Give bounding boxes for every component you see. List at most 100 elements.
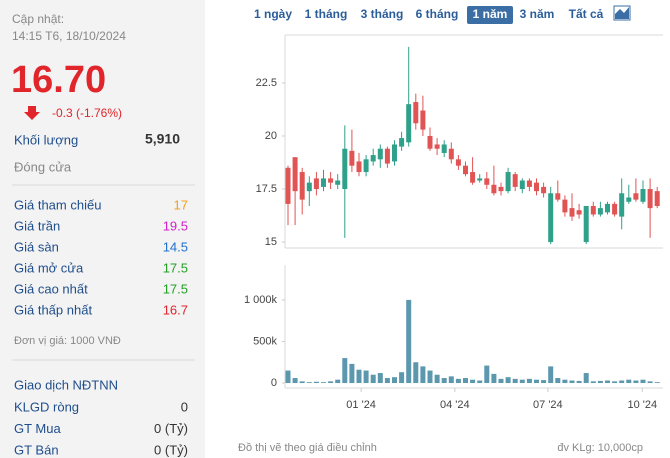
volume-bar bbox=[605, 380, 610, 384]
last-price: 16.70 bbox=[11, 59, 106, 101]
candle-body bbox=[413, 102, 419, 124]
row-label: Giá mở cửa bbox=[14, 260, 84, 275]
candle-body bbox=[370, 155, 376, 162]
volume-bar bbox=[349, 363, 355, 384]
candle-body bbox=[597, 208, 603, 215]
tab[interactable]: 6 tháng bbox=[416, 7, 459, 21]
candle-body bbox=[328, 178, 334, 183]
volume-bar bbox=[590, 381, 596, 384]
candle-body bbox=[363, 159, 369, 173]
volume-bar bbox=[427, 370, 433, 384]
tab[interactable]: 3 tháng bbox=[361, 7, 404, 21]
candle-body bbox=[498, 186, 504, 192]
volume-bar bbox=[654, 382, 660, 384]
volume-bar bbox=[399, 372, 405, 384]
x-tick-label: 07 '24 bbox=[533, 399, 563, 411]
row-value: 17 bbox=[174, 197, 188, 212]
volume-bar bbox=[491, 373, 497, 384]
row-value: 17.5 bbox=[163, 281, 188, 296]
volume-bar bbox=[569, 380, 575, 384]
y-tick-label: 20 bbox=[265, 130, 277, 142]
candle-body bbox=[519, 180, 525, 190]
y-tick-label: 500k bbox=[253, 335, 277, 347]
volume-label: Khối lượng bbox=[14, 132, 78, 147]
volume-bar bbox=[413, 362, 419, 384]
y-tick-label: 1 000k bbox=[244, 294, 278, 306]
volume-bar bbox=[313, 381, 319, 384]
volume-bar bbox=[562, 379, 568, 384]
volume-bar bbox=[470, 379, 476, 384]
tab[interactable]: 1 năm bbox=[473, 7, 508, 21]
updated-label: Cập nhật: bbox=[12, 12, 64, 26]
status: Đóng cửa bbox=[14, 159, 72, 174]
candle-body bbox=[455, 159, 461, 166]
volume-bar bbox=[583, 373, 589, 384]
candle-body bbox=[335, 180, 341, 185]
y-tick-label: 0 bbox=[271, 377, 277, 389]
volume-bar bbox=[619, 380, 625, 384]
volume-bar bbox=[292, 378, 298, 384]
candle-body bbox=[427, 135, 433, 149]
volume-bar bbox=[463, 378, 468, 384]
candle-body bbox=[512, 174, 518, 187]
y-tick-label: 22.5 bbox=[256, 77, 277, 89]
candle-body bbox=[633, 193, 639, 200]
row-value: 14.5 bbox=[163, 239, 188, 254]
x-tick-label: 04 '24 bbox=[440, 399, 470, 411]
candle-body bbox=[477, 178, 483, 181]
volume-bar bbox=[633, 380, 639, 384]
candle-body bbox=[448, 148, 454, 160]
volume-bar bbox=[519, 379, 525, 384]
candle-body bbox=[406, 104, 412, 143]
row-value: 17.5 bbox=[163, 260, 188, 275]
tab[interactable]: 3 năm bbox=[520, 7, 555, 21]
volume-bar bbox=[640, 379, 646, 384]
row-value: 0 (Tỷ) bbox=[154, 442, 188, 457]
volume-bar bbox=[321, 382, 326, 384]
volume-bar bbox=[342, 358, 348, 384]
footnote: Đồ thị vẽ theo giá điều chỉnh bbox=[238, 442, 377, 454]
candle-body bbox=[392, 144, 397, 162]
volume-bar bbox=[384, 378, 390, 384]
candle-body bbox=[434, 144, 440, 149]
candle-body bbox=[534, 182, 539, 192]
candle-body bbox=[612, 203, 618, 215]
row-label: Giá cao nhất bbox=[14, 281, 88, 296]
side-panel bbox=[0, 0, 205, 458]
candle-body bbox=[313, 178, 319, 190]
candle-body bbox=[576, 210, 582, 215]
volume-bar bbox=[306, 382, 312, 384]
row-label: KLGD ròng bbox=[14, 399, 79, 414]
volume-bar bbox=[498, 378, 504, 384]
volume-bar bbox=[434, 374, 440, 384]
tab[interactable]: 1 tháng bbox=[305, 7, 348, 21]
candle-body bbox=[647, 189, 653, 209]
volume-bar bbox=[541, 380, 547, 384]
candle-body bbox=[654, 191, 660, 206]
volume-bar bbox=[392, 377, 397, 384]
volume-bar bbox=[328, 381, 334, 384]
candle-body bbox=[619, 193, 625, 217]
candle-body bbox=[299, 172, 305, 200]
volume-bar bbox=[420, 366, 426, 384]
row-label: GT Bán bbox=[14, 442, 59, 457]
row-label: Giá sàn bbox=[14, 239, 59, 254]
candle-body bbox=[640, 189, 646, 202]
volume-bar bbox=[548, 366, 554, 384]
candle-body bbox=[356, 161, 362, 173]
candle-body bbox=[555, 193, 561, 200]
volume-bar bbox=[448, 376, 454, 384]
volume-bar bbox=[363, 370, 369, 384]
volume-bar bbox=[484, 365, 490, 384]
x-tick-label: 01 '24 bbox=[346, 399, 376, 411]
volume-unit: đv KLg: 10,000cp bbox=[557, 442, 643, 454]
candle-body bbox=[548, 193, 554, 243]
volume-bar bbox=[576, 380, 582, 384]
volume-bar bbox=[335, 379, 341, 384]
candle-body bbox=[377, 148, 383, 160]
chart-icon bbox=[613, 5, 631, 21]
tab[interactable]: Tất cả bbox=[569, 7, 604, 21]
volume-bar bbox=[534, 379, 539, 384]
candle-body bbox=[306, 182, 312, 192]
tab[interactable]: 1 ngày bbox=[254, 7, 292, 21]
